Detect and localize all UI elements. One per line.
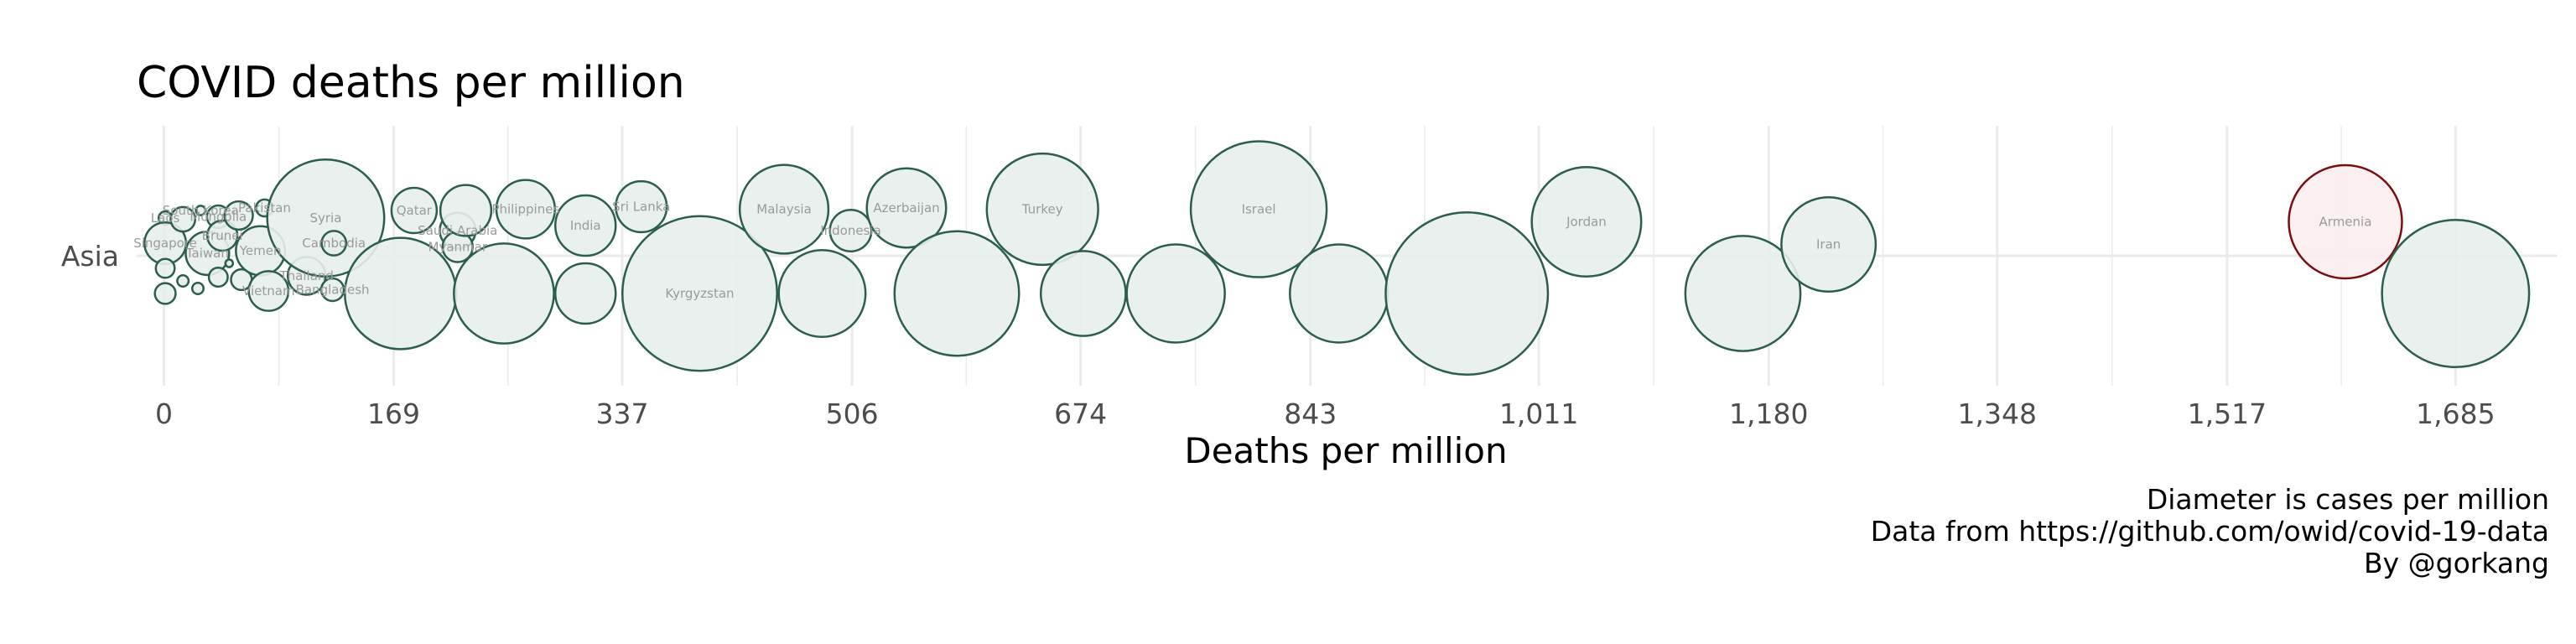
- x-axis-title: Deaths per million: [1184, 430, 1507, 471]
- bubble-point: [176, 274, 190, 288]
- bubble-point-label: Philippines: [491, 202, 559, 217]
- x-tick-label: 1,011: [1499, 397, 1578, 430]
- x-tick-label: 0: [155, 397, 173, 430]
- bubble-point-label: Cambodia: [302, 236, 366, 251]
- x-tick-label: 506: [826, 397, 879, 430]
- bubble-point: [738, 164, 830, 255]
- bubble-point: [205, 219, 239, 252]
- bubble-point-label: Laos: [151, 210, 180, 226]
- bubble-point-label: Sri Lanka: [612, 200, 670, 215]
- bubble-point-label: Qatar: [397, 203, 433, 218]
- bubble-point: [553, 262, 617, 325]
- bubble-point-label: Saudi Arabia: [418, 223, 497, 238]
- bubble-point: [247, 270, 290, 312]
- bubble-point: [777, 249, 867, 338]
- bubble-point: [319, 277, 345, 303]
- x-tick-label: 337: [596, 397, 649, 430]
- bubble-point-label: Mongolia: [190, 210, 247, 225]
- bubble-point: [390, 186, 439, 235]
- bubble-point: [190, 282, 205, 295]
- x-tick-label: 169: [367, 397, 420, 430]
- bubble-point-label: Jordan: [1566, 215, 1607, 230]
- x-tick-label: 1,348: [1958, 397, 2037, 430]
- chart-title: COVID deaths per million: [137, 58, 685, 108]
- bubble-point-label: Brunei: [202, 228, 243, 243]
- bubble-point: [553, 194, 617, 257]
- x-tick-labels: 0 169 337 506 674 843 1,011 1,180 1,348 1,517 1,68…: [155, 397, 2496, 430]
- bubble-point-label: Kyrgyzstan: [665, 286, 734, 301]
- bubble-point: [1125, 243, 1226, 344]
- bubble-point-label: Armenia: [2319, 215, 2372, 230]
- bubble-point-label: Thailand: [279, 268, 334, 283]
- x-tick-label: 843: [1284, 397, 1337, 430]
- bubble-point: [439, 184, 493, 237]
- bubble-point: [207, 267, 229, 288]
- bubble-point: [266, 158, 386, 278]
- bubble-point-label: Indonesia: [820, 223, 881, 238]
- bubble-point-label: Pakistan: [238, 200, 291, 216]
- bubble-point: [1289, 243, 1389, 344]
- bubble-point: [615, 179, 668, 234]
- bubble-point: [1039, 250, 1127, 337]
- bubble-point: [224, 258, 235, 268]
- bubble-point: [495, 179, 556, 240]
- bubble-point: [195, 205, 207, 216]
- bubble-point-label: Syria: [309, 210, 341, 226]
- bubble-point: [1780, 196, 1877, 293]
- bubble-point-label: Iran: [1816, 237, 1841, 252]
- bubble-point-label: Malaysia: [756, 202, 812, 217]
- bubble-point: [985, 152, 1099, 267]
- bubble-point: [154, 257, 176, 279]
- caption-data-source: Data from https://github.com/owid/covid-…: [1871, 515, 2549, 548]
- bubble-point: [621, 215, 778, 372]
- bubble-point-label: Bangladesh: [296, 283, 370, 298]
- y-tick-label: Asia: [61, 240, 119, 273]
- bubble-point-label: India: [570, 218, 601, 233]
- bubble-point: [1530, 166, 1643, 278]
- bubble-point: [169, 205, 197, 233]
- bubble-point-label: Azerbaijan: [873, 200, 939, 216]
- bubble-point: [153, 282, 177, 305]
- x-tick-label: 1,180: [1729, 397, 1808, 430]
- bubble-point-label: Turkey: [1021, 202, 1063, 217]
- bubble-point: [223, 200, 254, 231]
- bubble-point-label: South Korea: [163, 203, 239, 218]
- bubble-point: [320, 230, 348, 257]
- bubble-point: [1684, 235, 1802, 352]
- bubble-point-label: Myanmar: [428, 240, 488, 255]
- bubble-point-label: Yemen: [239, 243, 282, 258]
- bubble-point: [453, 242, 555, 345]
- bubbles: [143, 140, 2531, 376]
- bubble-point: [2288, 164, 2403, 280]
- bubble-point-label: Singapore: [133, 236, 197, 251]
- caption-author: By @gorkang: [2364, 547, 2549, 579]
- caption-size-note: Diameter is cases per million: [2147, 483, 2549, 516]
- bubble-point: [2381, 219, 2531, 368]
- x-tick-label: 1,685: [2416, 397, 2495, 430]
- bubble-point-label: Taiwan: [185, 246, 229, 261]
- bubble-point-label: Israel: [1242, 202, 1276, 217]
- bubble-point: [865, 167, 948, 249]
- x-tick-label: 674: [1054, 397, 1107, 430]
- bubble-point-label: Vietnam: [242, 283, 295, 299]
- bubble-point: [1384, 211, 1550, 376]
- bubble-labels: Laos Singapore South Korea Taiwan Mongolia Br…: [133, 200, 2371, 302]
- bubble-point: [1189, 140, 1328, 278]
- bubble-point: [828, 209, 873, 252]
- x-tick-label: 1,517: [2188, 397, 2267, 430]
- bubble-point: [893, 230, 1021, 357]
